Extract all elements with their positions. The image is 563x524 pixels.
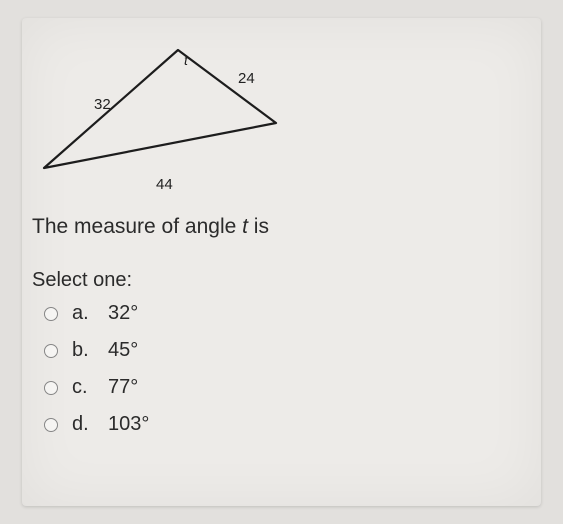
question-prefix: The measure of angle — [32, 215, 242, 238]
choice-value: 103° — [108, 413, 149, 436]
triangle-svg — [26, 28, 306, 193]
side-label-left: 32 — [94, 96, 111, 113]
choice-b[interactable]: b. 45° — [44, 339, 541, 362]
choice-c[interactable]: c. 77° — [44, 376, 541, 399]
question-suffix: is — [248, 215, 269, 238]
choice-d[interactable]: d. 103° — [44, 413, 541, 436]
radio-icon — [44, 344, 58, 358]
angle-label-t: t — [184, 52, 188, 68]
choice-value: 45° — [108, 339, 138, 362]
select-one-label: Select one: — [32, 269, 541, 292]
question-text: The measure of angle t is — [32, 215, 541, 239]
choice-value: 32° — [108, 302, 138, 325]
radio-icon — [44, 381, 58, 395]
choice-key: c. — [72, 376, 94, 399]
choice-key: a. — [72, 302, 94, 325]
choice-a[interactable]: a. 32° — [44, 302, 541, 325]
side-label-right: 24 — [238, 70, 255, 87]
triangle-shape — [44, 50, 276, 168]
choice-key: d. — [72, 413, 94, 436]
choice-value: 77° — [108, 376, 138, 399]
radio-icon — [44, 307, 58, 321]
answer-choices: a. 32° b. 45° c. 77° d. 103° — [44, 302, 541, 436]
triangle-diagram: t 32 24 44 — [26, 28, 306, 193]
choice-key: b. — [72, 339, 94, 362]
radio-icon — [44, 418, 58, 432]
question-card: t 32 24 44 The measure of angle t is Sel… — [22, 18, 541, 506]
side-label-bottom: 44 — [156, 176, 173, 193]
